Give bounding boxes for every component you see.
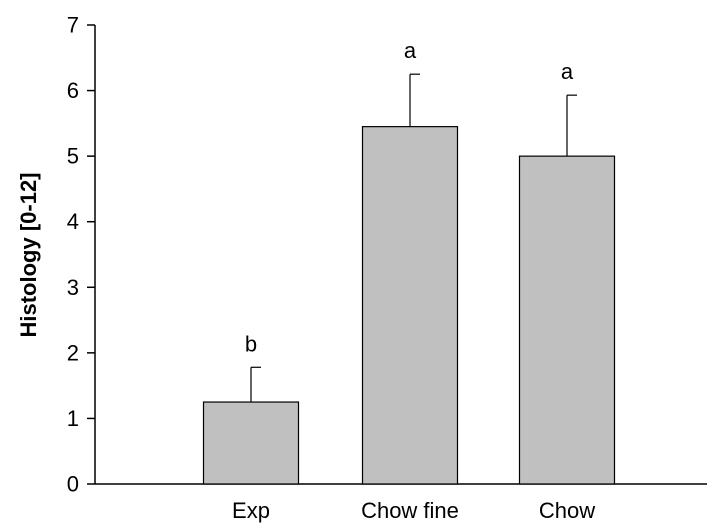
y-tick-label: 4 xyxy=(67,209,79,234)
y-axis-label: Histology [0-12] xyxy=(16,172,41,337)
significance-label: a xyxy=(561,59,574,84)
bar-exp xyxy=(202,401,300,485)
bar-chow-fine xyxy=(361,126,459,485)
significance-label: b xyxy=(245,331,257,356)
y-tick-label: 3 xyxy=(67,275,79,300)
axes: 0 1 2 3 4 5 6 7 xyxy=(67,13,707,497)
x-tick-label: Chow fine xyxy=(361,498,459,523)
bars xyxy=(202,73,616,485)
x-tick-label: Exp xyxy=(232,498,270,523)
y-tick-label: 1 xyxy=(67,406,79,431)
labels: Exp b Chow fine a Chow a xyxy=(232,38,595,523)
y-tick-label: 2 xyxy=(67,340,79,365)
y-tick-label: 5 xyxy=(67,144,79,169)
y-tick-label: 6 xyxy=(67,78,79,103)
y-tick-label: 0 xyxy=(67,472,79,497)
y-tick-label: 7 xyxy=(67,13,79,38)
x-tick-label: Chow xyxy=(539,498,595,523)
bar-chow xyxy=(518,155,616,485)
significance-label: a xyxy=(404,38,417,63)
